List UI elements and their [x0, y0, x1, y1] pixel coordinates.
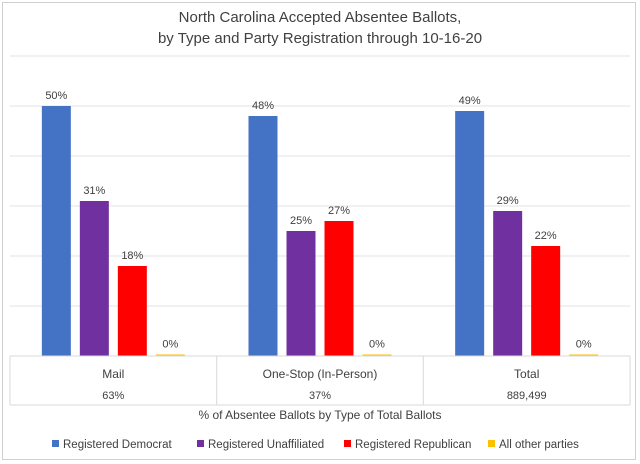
- legend-swatch-3: [344, 440, 351, 447]
- legend: Registered Democrat Registered Unaffiliat…: [52, 439, 579, 451]
- legend-swatch-1: [52, 440, 59, 447]
- legend-label-1: Registered Democrat: [63, 439, 172, 451]
- gridlines: [10, 55, 630, 307]
- chart-title-line-1: North Carolina Accepted Absentee Ballots…: [179, 9, 462, 26]
- data-label-2-4: 0%: [369, 339, 385, 351]
- bar-1-4: [155, 354, 185, 356]
- bar-3-3: [531, 246, 561, 356]
- data-label-1-2: 31%: [83, 185, 105, 197]
- category-sublabel-one-stop: 37%: [309, 390, 331, 402]
- bars: [41, 106, 599, 356]
- legend-swatch-4: [488, 440, 495, 447]
- category-label-one-stop: One-Stop (In-Person): [263, 367, 378, 381]
- bar-1-3: [117, 266, 147, 356]
- data-label-1-4: 0%: [162, 339, 178, 351]
- bar-2-2: [286, 231, 316, 356]
- legend-swatch-2: [197, 440, 204, 447]
- bar-3-2: [493, 211, 523, 356]
- data-label-2-2: 25%: [290, 215, 312, 227]
- data-label-3-3: 22%: [535, 230, 557, 242]
- category-sublabel-total: 889,499: [507, 390, 547, 402]
- category-label-mail: Mail: [102, 367, 124, 381]
- data-label-3-1: 49%: [459, 95, 481, 107]
- data-label-3-2: 29%: [497, 195, 519, 207]
- bar-1-1: [41, 106, 71, 356]
- legend-label-3: Registered Republican: [355, 439, 471, 451]
- category-label-total: Total: [514, 367, 539, 381]
- chart-title-line-2: by Type and Party Registration through 1…: [158, 30, 482, 47]
- bar-2-1: [248, 116, 278, 356]
- category-table: Mail One-Stop (In-Person) Total 63% 37% …: [9, 355, 631, 406]
- data-labels: 50% 31% 18% 0% 48% 25% 27% 0% 49% 29% 22% 0%: [45, 90, 592, 351]
- bar-2-4: [362, 354, 392, 356]
- data-label-1-1: 50%: [45, 90, 67, 102]
- category-sublabel-mail: 63%: [102, 390, 124, 402]
- data-label-2-1: 48%: [252, 100, 274, 112]
- data-label-3-4: 0%: [576, 339, 592, 351]
- data-label-2-3: 27%: [328, 205, 350, 217]
- bar-1-2: [79, 201, 109, 356]
- bar-2-3: [324, 221, 354, 356]
- data-label-1-3: 18%: [121, 250, 143, 262]
- legend-label-2: Registered Unaffiliated: [208, 439, 324, 451]
- bar-3-4: [569, 354, 599, 356]
- x-axis-title: % of Absentee Ballots by Type of Total B…: [198, 408, 441, 422]
- bar-3-1: [455, 111, 485, 356]
- legend-label-4: All other parties: [499, 439, 579, 451]
